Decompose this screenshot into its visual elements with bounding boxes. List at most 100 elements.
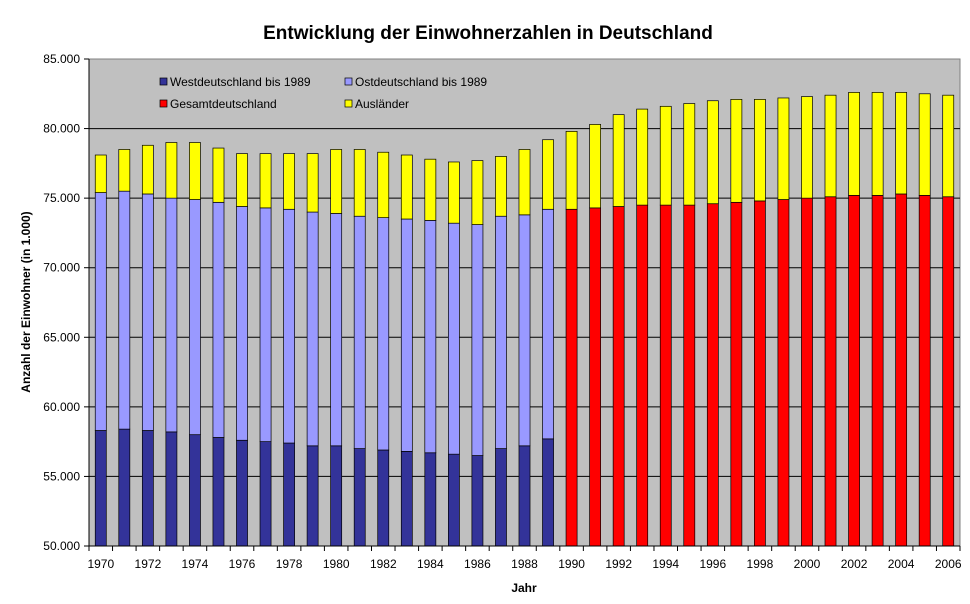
y-tick-label: 65.000	[43, 330, 80, 344]
x-tick-label: 1970	[87, 557, 114, 571]
bar-segment	[141, 144, 154, 195]
bar-segment	[236, 206, 248, 441]
bar-segment	[659, 105, 672, 206]
legend-entry: Westdeutschland bis 1989	[170, 75, 311, 89]
bar-segment	[330, 445, 343, 547]
x-tick-label: 1994	[652, 557, 679, 571]
bar-segment	[871, 92, 884, 196]
bar-segment	[353, 448, 366, 547]
legend-swatch	[159, 77, 168, 86]
bar-segment	[424, 452, 437, 547]
x-tick-label: 1984	[417, 557, 444, 571]
x-tick-label: 2004	[888, 557, 915, 571]
bar-segment	[212, 201, 225, 438]
bar-segment	[824, 94, 837, 198]
bar-segment	[730, 201, 743, 547]
bar-segment	[424, 158, 437, 221]
bar-segment	[400, 154, 413, 220]
y-tick-label: 60.000	[43, 400, 80, 414]
bar-segment	[495, 156, 507, 217]
bar-segment	[400, 451, 413, 547]
axes	[88, 59, 960, 547]
x-tick-label: 1986	[464, 557, 491, 571]
x-tick-label: 1990	[558, 557, 585, 571]
bar-segment	[848, 92, 860, 196]
bar-segment	[918, 195, 931, 547]
bar-segment	[895, 193, 908, 547]
x-tick-label: 2002	[841, 557, 868, 571]
bar-segment	[118, 190, 131, 430]
bar-segment	[141, 193, 154, 431]
y-tick-label: 75.000	[43, 191, 80, 205]
bar-segment	[448, 453, 460, 547]
bar-segment	[165, 142, 178, 199]
x-tick-label: 1996	[699, 557, 726, 571]
bar-segment	[777, 199, 790, 547]
bar-segment	[189, 142, 201, 200]
bar-segment	[942, 94, 955, 198]
bar-segment	[518, 149, 531, 216]
bar-segment	[848, 195, 860, 547]
bar-segment	[612, 114, 625, 207]
x-tick-labels: 1970 1972 1974 1976 1978 1980 1982 1984 1986 1988…	[87, 546, 962, 571]
x-tick-label: 1998	[747, 557, 774, 571]
y-tick-label: 50.000	[43, 539, 80, 553]
bar-segment	[683, 103, 696, 206]
bar-segment	[259, 441, 272, 547]
bar-segment	[471, 160, 484, 225]
bar-segment	[801, 197, 813, 547]
y-tick-label: 70.000	[43, 261, 80, 275]
x-tick-label: 1982	[370, 557, 397, 571]
bar-segment	[189, 199, 201, 436]
bar-segment	[871, 195, 884, 547]
bar-segment	[165, 197, 178, 433]
bar-segment	[448, 161, 460, 224]
bar-segment	[565, 208, 578, 547]
legend-entry: Gesamtdeutschland	[170, 97, 277, 111]
x-axis-label: Jahr	[511, 581, 537, 595]
bar-segment	[94, 192, 107, 431]
x-tick-label: 1978	[276, 557, 303, 571]
bar-segment	[306, 153, 319, 213]
bar-segment	[895, 92, 908, 195]
chart-title: Entwicklung der Einwohnerzahlen in Deuts…	[263, 23, 713, 44]
bar-segment	[306, 445, 319, 547]
bar-segment	[212, 147, 225, 203]
y-tick-label: 85.000	[43, 52, 80, 66]
legend: Westdeutschland bis 1989 Ostdeutschland b…	[159, 75, 487, 111]
bar-segment	[118, 428, 131, 547]
bar-segment	[824, 196, 837, 547]
legend-entry: Ostdeutschland bis 1989	[355, 75, 487, 89]
x-tick-label: 1972	[135, 557, 162, 571]
bar-segment	[283, 153, 295, 210]
bar-segment	[94, 430, 107, 547]
bar-segment	[353, 149, 366, 217]
bar-segment	[518, 214, 531, 447]
bar-segment	[589, 124, 602, 209]
legend-swatch	[344, 99, 353, 108]
x-tick-label: 1992	[605, 557, 632, 571]
bar-segment	[542, 438, 554, 547]
bar-segment	[730, 98, 743, 203]
bar-segment	[706, 100, 719, 205]
bar-segment	[542, 208, 554, 440]
bar-segment	[589, 207, 602, 547]
bar-segment	[565, 131, 578, 210]
bar-segment	[777, 97, 790, 200]
bar-segment	[448, 222, 460, 455]
bar-segment	[330, 213, 343, 447]
bar-segment	[612, 206, 625, 547]
bar-segment	[518, 445, 531, 547]
bar-segment	[165, 431, 178, 547]
bar-segment	[236, 153, 248, 207]
bar-segment	[424, 220, 437, 454]
bar-segment	[801, 96, 813, 199]
bars	[94, 92, 955, 547]
bar-segment	[377, 217, 390, 451]
bar-segment	[236, 439, 248, 547]
y-tick-labels: 50.000 55.000 60.000 65.000 70.000 75.000 80.0…	[43, 52, 89, 553]
bar-segment	[942, 196, 955, 547]
bar-segment	[283, 442, 295, 547]
bar-segment	[189, 434, 201, 547]
